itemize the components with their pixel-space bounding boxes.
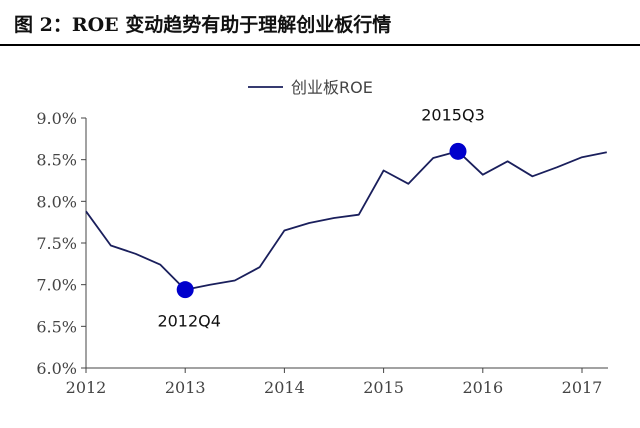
x-tick-label: 2016: [462, 378, 503, 397]
y-tick-label: 9.0%: [36, 109, 77, 128]
x-tick-label: 2017: [562, 378, 603, 397]
y-tick-label: 8.0%: [36, 192, 77, 211]
x-tick-label: 2015: [363, 378, 404, 397]
x-tick-label: 2014: [264, 378, 305, 397]
figure-title: 图 2：ROE 变动趋势有助于理解创业板行情: [14, 14, 392, 36]
y-tick-label: 7.5%: [36, 234, 77, 253]
legend-label: 创业板ROE: [291, 78, 373, 97]
x-tick-label: 2013: [165, 378, 206, 397]
y-tick-label: 6.5%: [36, 317, 77, 336]
y-tick-label: 7.0%: [36, 276, 77, 295]
y-tick-label: 8.5%: [36, 151, 77, 170]
annotation-marker: [176, 281, 194, 299]
x-tick-label: 2012: [66, 378, 107, 397]
figure-header: 图 2：ROE 变动趋势有助于理解创业板行情: [0, 0, 640, 46]
annotation-marker: [449, 142, 467, 160]
annotation-label: 2015Q3: [421, 105, 485, 124]
series-line-roe: [85, 150, 607, 291]
y-tick-label: 6.0%: [36, 359, 77, 378]
annotation-label: 2012Q4: [157, 312, 221, 331]
